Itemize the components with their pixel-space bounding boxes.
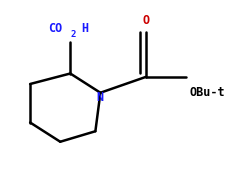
Text: OBu-t: OBu-t <box>189 86 224 99</box>
Text: N: N <box>96 91 103 104</box>
Text: O: O <box>142 15 148 27</box>
Text: 2: 2 <box>70 30 76 39</box>
Text: H: H <box>81 22 88 34</box>
Text: CO: CO <box>48 22 62 34</box>
